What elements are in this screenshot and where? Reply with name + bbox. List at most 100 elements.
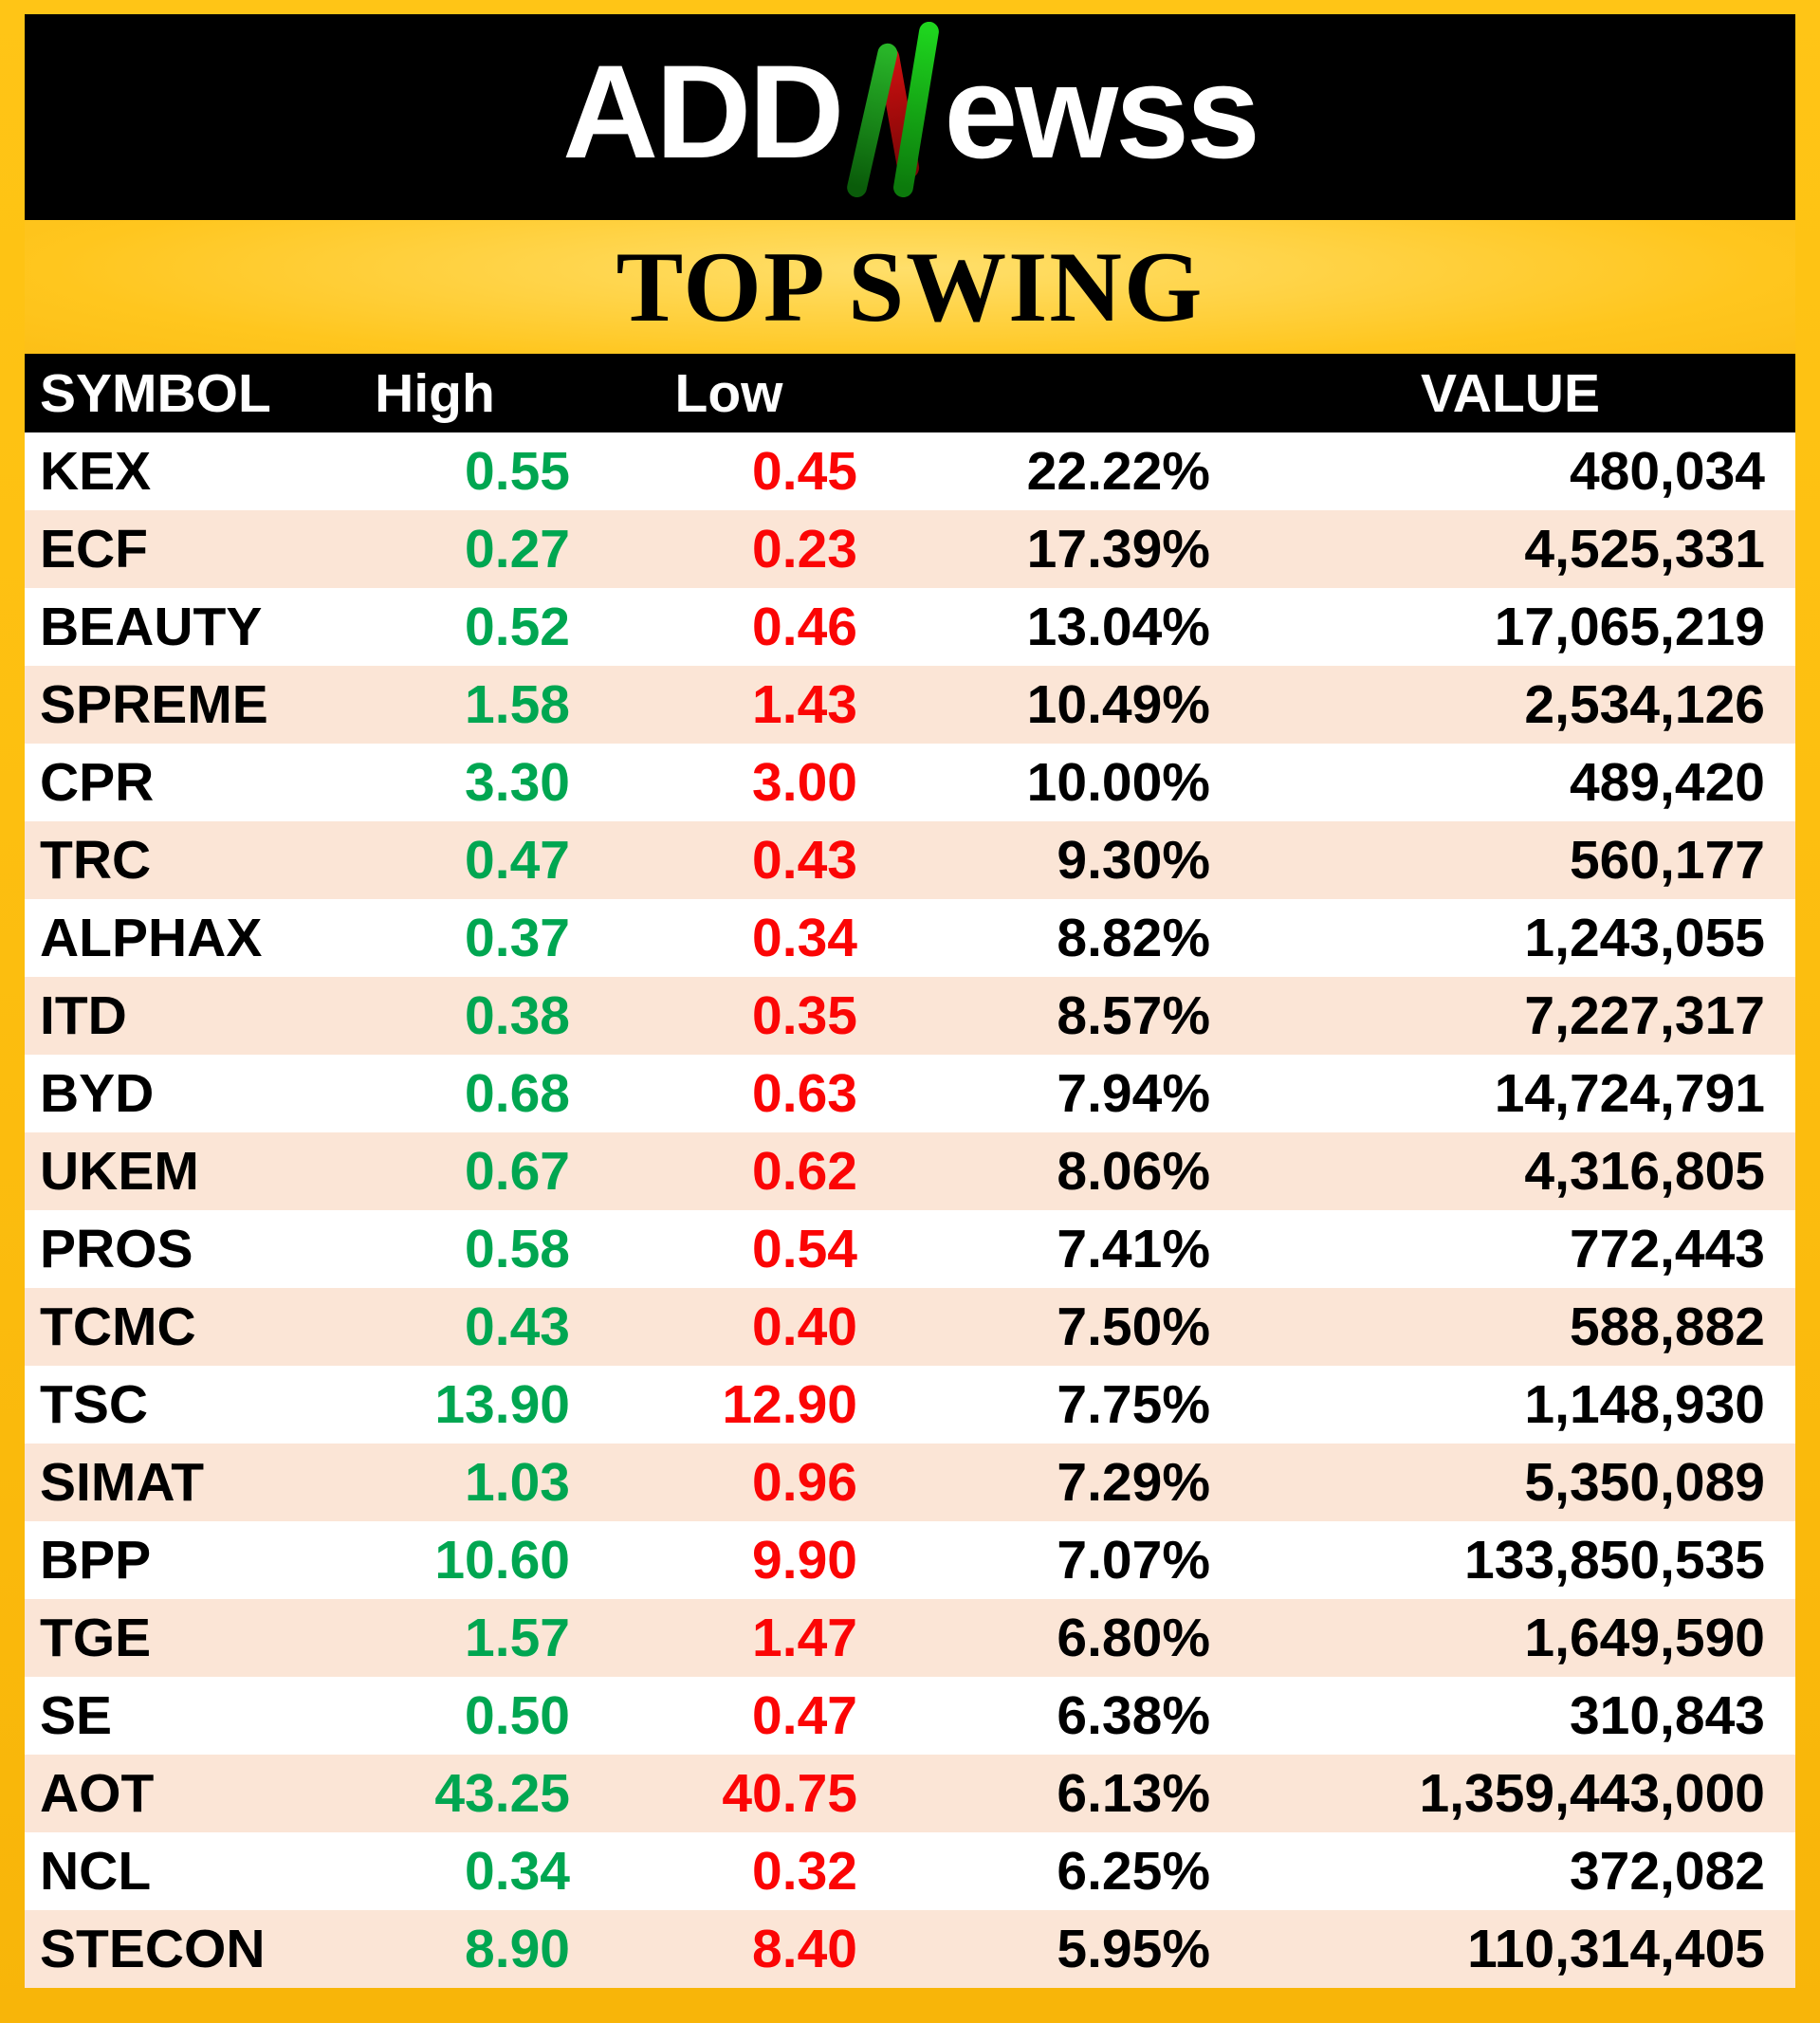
cell-high: 0.67: [465, 1140, 570, 1202]
cell-swing-pct: 6.80%: [1057, 1607, 1210, 1668]
cell-low: 0.43: [752, 829, 857, 891]
cell-swing-pct: 7.50%: [1057, 1296, 1210, 1357]
cell-value: 560,177: [1569, 829, 1765, 891]
table-row: UKEM 0.67 0.62 8.06% 4,316,805: [25, 1132, 1795, 1210]
cell-value: 7,227,317: [1524, 984, 1765, 1046]
cell-value: 772,443: [1569, 1218, 1765, 1279]
cell-value: 1,243,055: [1524, 907, 1765, 968]
cell-symbol: SE: [40, 1684, 113, 1746]
table-row: AOT 43.25 40.75 6.13% 1,359,443,000: [25, 1755, 1795, 1832]
cell-value: 480,034: [1569, 440, 1765, 502]
cell-swing-pct: 7.29%: [1057, 1451, 1210, 1513]
column-header-high: High: [375, 362, 495, 424]
cell-high: 0.58: [465, 1218, 570, 1279]
cell-swing-pct: 7.07%: [1057, 1529, 1210, 1591]
cell-symbol: ALPHAX: [40, 907, 263, 968]
cell-swing-pct: 7.75%: [1057, 1373, 1210, 1435]
column-header-symbol: SYMBOL: [40, 362, 271, 424]
cell-low: 0.47: [752, 1684, 857, 1746]
cell-value: 1,148,930: [1524, 1373, 1765, 1435]
cell-low: 0.63: [752, 1062, 857, 1124]
cell-value: 5,350,089: [1524, 1451, 1765, 1513]
table-row: TRC 0.47 0.43 9.30% 560,177: [25, 821, 1795, 899]
cell-high: 0.68: [465, 1062, 570, 1124]
table-row: CPR 3.30 3.00 10.00% 489,420: [25, 744, 1795, 821]
cell-low: 9.90: [752, 1529, 857, 1591]
cell-high: 43.25: [434, 1762, 570, 1824]
cell-low: 0.35: [752, 984, 857, 1046]
cell-swing-pct: 5.95%: [1057, 1918, 1210, 1979]
table-row: SE 0.50 0.47 6.38% 310,843: [25, 1677, 1795, 1755]
cell-high: 10.60: [434, 1529, 570, 1591]
cell-high: 1.03: [465, 1451, 570, 1513]
brand-logo-box: ADD ewss: [25, 14, 1795, 220]
cell-swing-pct: 6.38%: [1057, 1684, 1210, 1746]
cell-low: 0.45: [752, 440, 857, 502]
cell-swing-pct: 8.06%: [1057, 1140, 1210, 1202]
cell-high: 8.90: [465, 1918, 570, 1979]
cell-high: 0.27: [465, 518, 570, 579]
cell-low: 12.90: [722, 1373, 857, 1435]
cell-swing-pct: 6.25%: [1057, 1840, 1210, 1902]
cell-swing-pct: 10.00%: [1026, 751, 1210, 813]
cell-value: 4,525,331: [1524, 518, 1765, 579]
cell-value: 14,724,791: [1494, 1062, 1765, 1124]
logo-text-add: ADD: [562, 36, 844, 186]
cell-symbol: KEX: [40, 440, 152, 502]
cell-symbol: ECF: [40, 518, 148, 579]
cell-low: 0.62: [752, 1140, 857, 1202]
cell-symbol: SPREME: [40, 673, 268, 735]
table-row: PROS 0.58 0.54 7.41% 772,443: [25, 1210, 1795, 1288]
table-row: TGE 1.57 1.47 6.80% 1,649,590: [25, 1599, 1795, 1677]
cell-low: 1.47: [752, 1607, 857, 1668]
cell-swing-pct: 22.22%: [1026, 440, 1210, 502]
cell-high: 1.57: [465, 1607, 570, 1668]
cell-swing-pct: 13.04%: [1026, 596, 1210, 657]
table-row: TCMC 0.43 0.40 7.50% 588,882: [25, 1288, 1795, 1366]
page-title: TOP SWING: [616, 230, 1204, 342]
table-row: KEX 0.55 0.45 22.22% 480,034: [25, 432, 1795, 510]
cell-high: 0.37: [465, 907, 570, 968]
cell-high: 0.55: [465, 440, 570, 502]
cell-swing-pct: 7.94%: [1057, 1062, 1210, 1124]
table-body: KEX 0.55 0.45 22.22% 480,034 ECF 0.27 0.…: [25, 432, 1795, 1988]
cell-low: 0.34: [752, 907, 857, 968]
cell-low: 3.00: [752, 751, 857, 813]
cell-low: 0.23: [752, 518, 857, 579]
table-row: BYD 0.68 0.63 7.94% 14,724,791: [25, 1055, 1795, 1132]
cell-symbol: ITD: [40, 984, 127, 1046]
title-band: TOP SWING: [25, 220, 1795, 354]
table-row: STECON 8.90 8.40 5.95% 110,314,405: [25, 1910, 1795, 1988]
cell-high: 0.47: [465, 829, 570, 891]
cell-high: 1.58: [465, 673, 570, 735]
cell-symbol: STECON: [40, 1918, 266, 1979]
cell-high: 0.43: [465, 1296, 570, 1357]
cell-symbol: NCL: [40, 1840, 152, 1902]
cell-value: 133,850,535: [1464, 1529, 1765, 1591]
table-row: NCL 0.34 0.32 6.25% 372,082: [25, 1832, 1795, 1910]
cell-value: 372,082: [1569, 1840, 1765, 1902]
cell-swing-pct: 8.82%: [1057, 907, 1210, 968]
cell-value: 4,316,805: [1524, 1140, 1765, 1202]
table-row: SIMAT 1.03 0.96 7.29% 5,350,089: [25, 1444, 1795, 1521]
cell-low: 0.32: [752, 1840, 857, 1902]
table-row: ITD 0.38 0.35 8.57% 7,227,317: [25, 977, 1795, 1055]
table-header-row: SYMBOL High Low VALUE: [25, 354, 1795, 432]
cell-symbol: BYD: [40, 1062, 155, 1124]
cell-low: 0.54: [752, 1218, 857, 1279]
cell-swing-pct: 7.41%: [1057, 1218, 1210, 1279]
table-row: ALPHAX 0.37 0.34 8.82% 1,243,055: [25, 899, 1795, 977]
column-header-low: Low: [674, 362, 783, 424]
cell-swing-pct: 10.49%: [1026, 673, 1210, 735]
cell-high: 13.90: [434, 1373, 570, 1435]
cell-value: 588,882: [1569, 1296, 1765, 1357]
cell-low: 0.40: [752, 1296, 857, 1357]
cell-symbol: PROS: [40, 1218, 193, 1279]
cell-symbol: TGE: [40, 1607, 152, 1668]
cell-swing-pct: 8.57%: [1057, 984, 1210, 1046]
cell-high: 0.38: [465, 984, 570, 1046]
cell-symbol: SIMAT: [40, 1451, 205, 1513]
cell-symbol: UKEM: [40, 1140, 199, 1202]
table-row: ECF 0.27 0.23 17.39% 4,525,331: [25, 510, 1795, 588]
